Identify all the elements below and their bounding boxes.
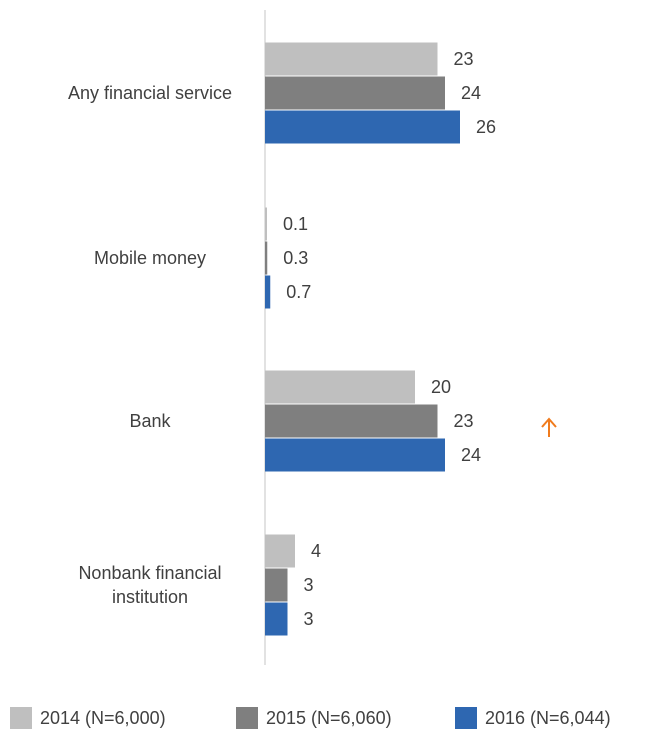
category-label: Bank <box>129 411 171 431</box>
bar <box>265 207 267 241</box>
trend-arrow <box>541 417 557 437</box>
data-label: 3 <box>304 575 314 595</box>
data-label: 24 <box>461 83 481 103</box>
data-label: 23 <box>454 411 474 431</box>
legend-label: 2016 (N=6,044) <box>485 708 611 728</box>
category-label: Mobile money <box>93 248 207 268</box>
data-label: 0.3 <box>283 248 308 268</box>
legend-swatch <box>455 707 477 729</box>
bar <box>265 275 271 309</box>
bar <box>265 602 288 636</box>
data-label: 0.7 <box>286 282 311 302</box>
data-label: 0.1 <box>283 214 308 234</box>
bar <box>265 76 445 110</box>
data-label: 4 <box>311 541 321 561</box>
data-label: 26 <box>476 117 496 137</box>
data-label: 23 <box>454 49 474 69</box>
bar <box>265 370 415 404</box>
bar <box>265 534 295 568</box>
bar <box>265 438 445 472</box>
bar <box>265 241 268 275</box>
bar <box>265 42 438 76</box>
legend-swatch <box>236 707 258 729</box>
bar <box>265 404 438 438</box>
category-label: Nonbank financial institution <box>78 563 222 607</box>
legend-label: 2015 (N=6,060) <box>266 708 392 728</box>
legend-label: 2014 (N=6,000) <box>40 708 166 728</box>
category-label: Any financial service <box>67 83 233 103</box>
data-label: 24 <box>461 445 481 465</box>
bar <box>265 568 288 602</box>
bar <box>265 110 460 144</box>
data-label: 3 <box>304 609 314 629</box>
data-label: 20 <box>431 377 451 397</box>
legend-swatch <box>10 707 32 729</box>
